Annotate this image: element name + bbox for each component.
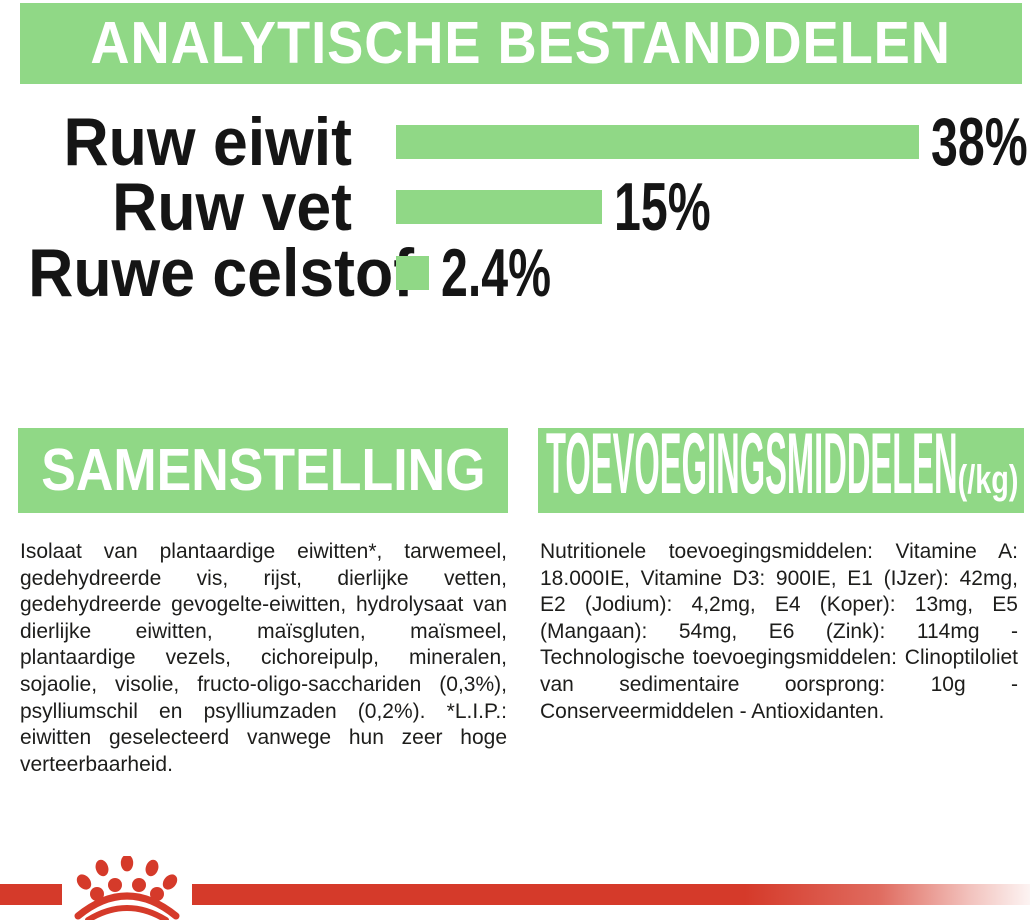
bar-row: Ruw eiwit 38% [0,108,1030,176]
footer-red-band-left [0,884,62,905]
toevoegingsmiddelen-body: Nutritionele toevoegingsmiddelen: Vitami… [540,540,1018,723]
bar-category-label: Ruw vet [112,169,352,245]
toevoegingsmiddelen-title: TOEVOEGINGSMIDDELEN [546,416,958,512]
toevoegingsmiddelen-unit: (/kg) [957,458,1018,502]
bar-fill [396,125,919,159]
bar-value-label: 38% [931,104,1028,180]
bar-fill [396,256,429,290]
bar-fill [396,190,602,224]
footer-red-band-right [192,884,1030,905]
page-title: ANALYTISCHE BESTANDDELEN [90,10,952,76]
analytical-constituents-header: ANALYTISCHE BESTANDDELEN [20,3,1022,84]
bar-category-label: Ruw eiwit [63,104,353,180]
bar-category-label: Ruwe celstof [28,235,415,311]
toevoegingsmiddelen-header: TOEVOEGINGSMIDDELEN (/kg) [538,421,1024,513]
bar-value-label: 2.4% [441,235,552,311]
bar-value-label: 15% [614,169,711,245]
royal-canin-crown-logo-icon [74,856,180,920]
samenstelling-body: Isolaat van plantaardige eiwitten*, tarw… [20,540,507,776]
samenstelling-title: SAMENSTELLING [40,437,486,503]
bar-row: Ruwe celstof 2.4% [0,239,1030,307]
analytical-bar-chart: Ruw eiwit 38% Ruw vet 15% Ruwe celstof 2.4% [0,0,1030,330]
samenstelling-header: SAMENSTELLING [18,428,508,513]
bar-row: Ruw vet 15% [0,173,1030,241]
